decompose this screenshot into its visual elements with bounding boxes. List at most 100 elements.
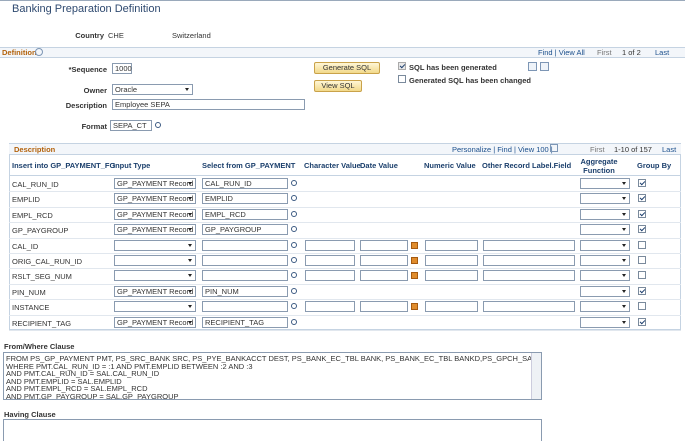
sql-changed-checkbox[interactable]: [398, 75, 406, 83]
dropdown-arrow: [622, 259, 626, 262]
group-by-checkbox[interactable]: [638, 179, 646, 187]
generate-sql-button[interactable]: Generate SQL: [314, 62, 380, 74]
format-input[interactable]: SEPA_CT: [110, 120, 152, 131]
character-input[interactable]: [305, 239, 355, 251]
group-by-checkbox[interactable]: [638, 286, 646, 295]
aggregate-select[interactable]: [580, 270, 630, 282]
group-by-checkbox[interactable]: [638, 256, 646, 264]
lookup-icon[interactable]: [291, 226, 297, 233]
field-name: EMPL_RCD: [12, 210, 53, 220]
calendar-icon[interactable]: [411, 272, 418, 280]
from-where-textarea[interactable]: FROM PS_GP_PAYMENT PMT, PS_SRC_BANK SRC,…: [3, 352, 542, 400]
aggregate-select[interactable]: [580, 285, 630, 297]
group-by-checkbox[interactable]: [638, 271, 646, 280]
lookup-icon[interactable]: [155, 122, 161, 128]
lookup-icon[interactable]: [291, 210, 297, 217]
group-by-checkbox[interactable]: [638, 317, 646, 326]
sequence-input[interactable]: 1000: [112, 63, 132, 74]
column-header: Other Record Label.Field: [482, 161, 572, 170]
date-input[interactable]: [360, 239, 408, 251]
group-by-checkbox[interactable]: [638, 194, 646, 203]
aggregate-select[interactable]: [580, 224, 630, 236]
numeric-input[interactable]: [425, 239, 478, 251]
grid-last[interactable]: Last: [662, 145, 677, 154]
lookup-icon[interactable]: [291, 257, 297, 263]
input-type-select[interactable]: [114, 301, 196, 313]
select-input[interactable]: EMPLID: [202, 193, 288, 205]
input-type-select[interactable]: GP_PAYMENT Record: [114, 285, 196, 297]
input-type-select[interactable]: GP_PAYMENT Record: [114, 224, 196, 236]
date-input[interactable]: [360, 255, 408, 266]
select-input[interactable]: PIN_NUM: [202, 285, 288, 297]
input-type-select[interactable]: [114, 255, 196, 266]
aggregate-select[interactable]: [580, 301, 630, 313]
add-row-button[interactable]: [528, 62, 537, 71]
calendar-icon[interactable]: [411, 241, 418, 249]
other-field-input[interactable]: [483, 255, 575, 266]
aggregate-select[interactable]: [580, 178, 630, 189]
lookup-icon[interactable]: [291, 195, 297, 202]
lookup-icon[interactable]: [291, 318, 297, 325]
select-input[interactable]: EMPL_RCD: [202, 208, 288, 220]
scrollbar[interactable]: [531, 353, 541, 399]
select-input[interactable]: [202, 255, 288, 266]
date-input[interactable]: [360, 270, 408, 282]
other-field-input[interactable]: [483, 270, 575, 282]
group-by-checkbox[interactable]: [638, 225, 646, 234]
having-textarea[interactable]: [3, 419, 542, 441]
input-type-select[interactable]: GP_PAYMENT Record: [114, 208, 196, 220]
nav-last[interactable]: Last: [655, 48, 670, 57]
character-input[interactable]: [305, 301, 355, 313]
nav-find[interactable]: Find | View All: [538, 48, 585, 57]
select-input[interactable]: [202, 239, 288, 251]
lookup-icon[interactable]: [291, 180, 297, 186]
aggregate-select[interactable]: [580, 255, 630, 266]
description-label: Description: [65, 101, 107, 110]
owner-select[interactable]: Oracle: [112, 84, 193, 95]
character-input[interactable]: [305, 255, 355, 266]
calendar-icon[interactable]: [411, 303, 418, 311]
delete-row-button[interactable]: [540, 62, 549, 71]
other-field-input[interactable]: [483, 301, 575, 313]
group-by-checkbox[interactable]: [638, 209, 646, 218]
other-field-input[interactable]: [483, 239, 575, 251]
dropdown-arrow: [622, 274, 626, 278]
lookup-icon[interactable]: [291, 272, 297, 279]
grid-bar: [9, 143, 681, 155]
sql-changed-label: Generated SQL has been changed: [409, 76, 531, 85]
lookup-icon[interactable]: [291, 287, 297, 294]
aggregate-select[interactable]: [580, 193, 630, 205]
aggregate-select[interactable]: [580, 316, 630, 328]
description-input[interactable]: Employee SEPA: [112, 99, 305, 110]
select-input[interactable]: RECIPIENT_TAG: [202, 316, 288, 328]
select-input[interactable]: CAL_RUN_ID: [202, 178, 288, 189]
input-type-select[interactable]: [114, 270, 196, 282]
select-input[interactable]: [202, 301, 288, 313]
select-input[interactable]: [202, 270, 288, 282]
grid-icon[interactable]: [550, 144, 558, 152]
aggregate-select[interactable]: [580, 208, 630, 220]
calendar-icon[interactable]: [411, 257, 418, 264]
column-header: Date Value: [360, 161, 398, 170]
numeric-input[interactable]: [425, 255, 478, 266]
lookup-icon[interactable]: [291, 241, 297, 248]
field-name: EMPLID: [12, 195, 40, 205]
view-sql-button[interactable]: View SQL: [314, 80, 362, 92]
sql-generated-checkbox: [398, 62, 406, 70]
input-type-select[interactable]: GP_PAYMENT Record: [114, 316, 196, 328]
row-rule: [9, 253, 681, 254]
date-input[interactable]: [360, 301, 408, 313]
group-by-checkbox[interactable]: [638, 302, 646, 311]
select-input[interactable]: GP_PAYGROUP: [202, 224, 288, 236]
numeric-input[interactable]: [425, 301, 478, 313]
grid-tools[interactable]: Personalize | Find | View 100 |: [452, 145, 553, 154]
lookup-icon[interactable]: [291, 303, 297, 310]
numeric-input[interactable]: [425, 270, 478, 282]
aggregate-select[interactable]: [580, 239, 630, 251]
help-icon[interactable]: [35, 48, 43, 56]
input-type-select[interactable]: [114, 239, 196, 251]
input-type-select[interactable]: GP_PAYMENT Record: [114, 193, 196, 205]
group-by-checkbox[interactable]: [638, 240, 646, 249]
input-type-select[interactable]: GP_PAYMENT Record: [114, 178, 196, 189]
character-input[interactable]: [305, 270, 355, 282]
